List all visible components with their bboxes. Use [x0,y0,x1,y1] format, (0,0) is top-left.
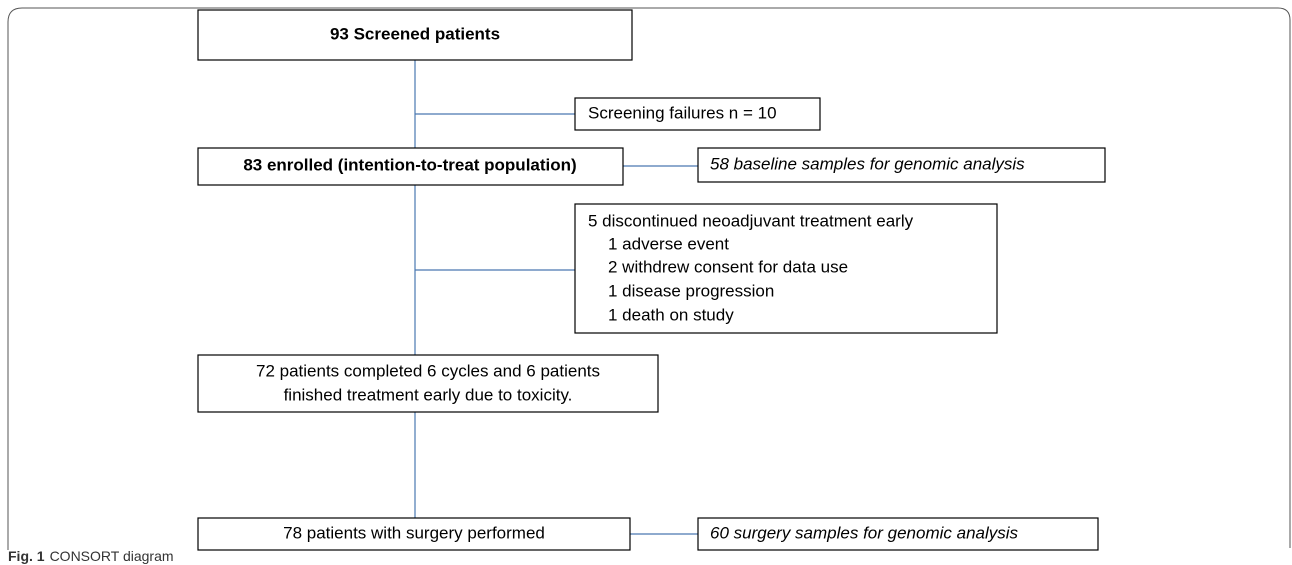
box [197,517,631,551]
box-label: 78 patients with surgery performed [283,523,545,542]
caption-text: CONSORT diagram [50,548,174,564]
box-label: 58 baseline samples for genomic analysis [710,154,1025,173]
box [197,147,624,186]
box-label: 5 discontinued neoadjuvant treatment ear… [588,211,914,230]
box [697,147,1106,183]
caption-label: Fig. 1 [8,548,45,564]
box-label: 1 disease progression [608,281,774,300]
frame [7,7,1291,550]
box-label: 1 death on study [608,305,734,324]
box-label: 72 patients completed 6 cycles and 6 pat… [256,361,600,380]
box-label: 1 adverse event [608,234,729,253]
box [574,97,821,131]
box-label: finished treatment early due to toxicity… [284,385,573,404]
box-label: 60 surgery samples for genomic analysis [710,523,1019,542]
box-label: 83 enrolled (intention-to-treat populati… [243,155,576,174]
box-label: 2 withdrew consent for data use [608,257,848,276]
box [197,9,633,61]
box [197,354,659,413]
box-label: Screening failures n = 10 [588,103,777,122]
box [697,517,1099,551]
box [574,203,998,334]
box-label: 93 Screened patients [330,24,500,43]
caption: Fig. 1 CONSORT diagram [8,548,174,564]
